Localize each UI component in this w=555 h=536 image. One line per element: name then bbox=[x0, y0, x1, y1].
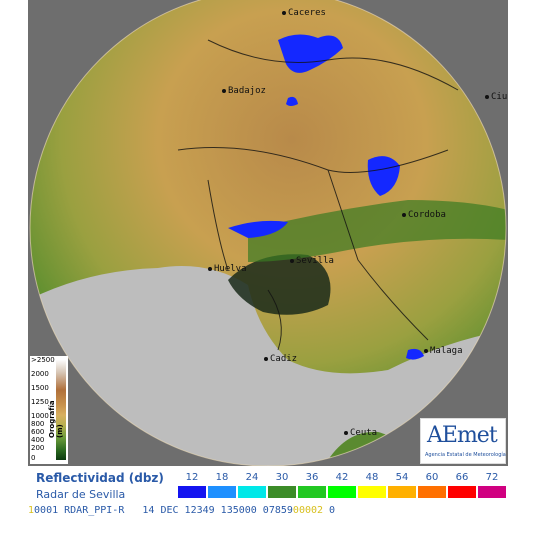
city-ciu: Ciu bbox=[485, 92, 507, 102]
city-cadiz: Cadiz bbox=[264, 354, 297, 364]
logo-subtitle: Agencia Estatal de Meteorología bbox=[425, 452, 506, 458]
echo-west bbox=[228, 220, 288, 238]
city-dot-icon bbox=[344, 430, 348, 435]
scale-swatch bbox=[298, 486, 326, 498]
scale-value: 54 bbox=[395, 472, 409, 483]
city-label: Cordoba bbox=[408, 210, 446, 220]
city-dot-icon bbox=[264, 356, 268, 361]
scale-value: 60 bbox=[425, 472, 439, 483]
sea-area bbox=[30, 266, 506, 466]
orography-level: 1500 bbox=[31, 384, 49, 392]
city-badajoz: Badajoz bbox=[222, 86, 266, 96]
scale-swatch bbox=[418, 486, 446, 498]
scale-swatch bbox=[238, 486, 266, 498]
legend-subtitle: Radar de Sevilla bbox=[36, 488, 126, 501]
city-label: Badajoz bbox=[228, 86, 266, 96]
reflectivity-legend: Reflectividad (dbz) Radar de Sevilla 12 1… bbox=[28, 466, 508, 504]
echo-small bbox=[286, 96, 298, 106]
sierra-morena-band bbox=[248, 200, 506, 262]
scale-value: 30 bbox=[275, 472, 289, 483]
scale-value: 42 bbox=[335, 472, 349, 483]
guadalquivir-valley bbox=[228, 254, 331, 315]
city-dot-icon bbox=[402, 212, 406, 217]
radar-frame: Caceres Badajoz Ciu Cordoba Huelva Sevil… bbox=[28, 0, 508, 518]
status-bar: 10001 RDAR_PPI-R 14 DEC 12349 135000 078… bbox=[28, 504, 508, 518]
orography-level: 1000 bbox=[31, 412, 49, 420]
city-label: Caceres bbox=[288, 8, 326, 18]
scale-value: 12 bbox=[185, 472, 199, 483]
scale-swatch bbox=[478, 486, 506, 498]
scale-swatch bbox=[208, 486, 236, 498]
orography-level: 200 bbox=[31, 444, 45, 452]
orography-level: 800 bbox=[31, 420, 45, 428]
city-dot-icon bbox=[222, 88, 226, 93]
scale-swatch bbox=[178, 486, 206, 498]
city-dot-icon bbox=[208, 266, 212, 271]
scale-value: 48 bbox=[365, 472, 379, 483]
city-cordoba: Cordoba bbox=[402, 210, 446, 220]
orography-color-bar bbox=[56, 360, 66, 460]
status-prefix: 1 bbox=[28, 505, 35, 516]
city-sevilla: Sevilla bbox=[290, 256, 334, 266]
status-suffix: 0 bbox=[323, 505, 336, 516]
orography-title: Orografía (m) bbox=[48, 400, 64, 438]
scale-value: 18 bbox=[215, 472, 229, 483]
scale-value: 66 bbox=[455, 472, 469, 483]
city-malaga: Malaga bbox=[424, 346, 463, 356]
scale-swatch bbox=[388, 486, 416, 498]
orography-level: 0 bbox=[31, 454, 36, 462]
status-text: 0001 RDAR_PPI-R 14 DEC 12349 135000 0785… bbox=[34, 505, 293, 516]
city-label: Huelva bbox=[214, 264, 247, 274]
city-label: Sevilla bbox=[296, 256, 334, 266]
radar-range-ring bbox=[29, 0, 507, 466]
orography-level: 1250 bbox=[31, 398, 49, 406]
logo-name: AEmet bbox=[427, 423, 498, 448]
precipitation-echoes bbox=[228, 34, 424, 360]
scale-value: 72 bbox=[485, 472, 499, 483]
city-dot-icon bbox=[485, 94, 489, 99]
city-ceuta: Ceuta bbox=[344, 428, 377, 438]
city-dot-icon bbox=[282, 10, 286, 15]
city-huelva: Huelva bbox=[208, 264, 247, 274]
scale-swatch bbox=[268, 486, 296, 498]
radar-map bbox=[28, 0, 508, 466]
city-caceres: Caceres bbox=[282, 8, 326, 18]
city-label: Ceuta bbox=[350, 428, 378, 438]
city-label: Ciu bbox=[491, 92, 508, 102]
city-label: Malaga bbox=[430, 346, 463, 356]
orography-level: 400 bbox=[31, 436, 45, 444]
orography-level: 2000 bbox=[31, 370, 49, 378]
echo-caceres bbox=[278, 34, 343, 73]
scale-value: 36 bbox=[305, 472, 319, 483]
status-highlight: 00002 bbox=[292, 505, 324, 516]
province-borders bbox=[177, 39, 459, 351]
aemet-logo: AEmet Agencia Estatal de Meteorología bbox=[420, 418, 506, 464]
scale-value: 24 bbox=[245, 472, 259, 483]
echo-cordoba-north bbox=[367, 156, 400, 196]
scale-swatch bbox=[328, 486, 356, 498]
city-dot-icon bbox=[424, 348, 428, 353]
scale-swatch bbox=[448, 486, 476, 498]
scale-swatch bbox=[358, 486, 386, 498]
city-label: Cadiz bbox=[270, 354, 298, 364]
city-dot-icon bbox=[290, 258, 294, 263]
echo-malaga bbox=[406, 348, 424, 360]
orography-level: >2500 bbox=[31, 356, 55, 364]
orography-level: 600 bbox=[31, 428, 45, 436]
orography-legend: >2500 2000 1500 1250 1000 800 600 400 20… bbox=[30, 356, 68, 464]
legend-title: Reflectividad (dbz) bbox=[36, 471, 164, 485]
